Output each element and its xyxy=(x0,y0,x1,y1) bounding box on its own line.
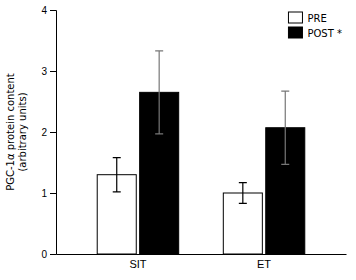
error-bar xyxy=(113,158,121,192)
legend-label: PRE xyxy=(307,13,326,24)
y-tick: 3 xyxy=(41,66,56,77)
y-tick-mark xyxy=(50,193,56,194)
y-axis-title-line: (arbitrary units) xyxy=(17,92,28,171)
y-tick-label: 3 xyxy=(41,66,47,77)
legend-label: POST * xyxy=(307,28,342,39)
y-tick-label: 1 xyxy=(41,188,47,199)
y-axis-title-line: PGC-1α protein content xyxy=(5,73,16,191)
y-tick-mark xyxy=(50,132,56,133)
series xyxy=(140,51,305,254)
error-bar xyxy=(155,51,163,134)
y-tick-mark xyxy=(50,71,56,72)
marks xyxy=(97,51,305,254)
legend-swatch xyxy=(288,12,302,23)
y-tick-mark xyxy=(50,10,56,11)
error-bar xyxy=(281,91,289,164)
legend-item: POST * xyxy=(288,27,342,39)
y-tick-mark xyxy=(50,254,56,255)
y-tick: 0 xyxy=(41,249,56,260)
y-axis-line xyxy=(50,11,57,255)
y-tick: 1 xyxy=(41,188,56,199)
x-tick: SIT xyxy=(129,254,146,270)
series xyxy=(97,158,262,254)
x-axis: SIT ET xyxy=(57,254,347,270)
x-tick: ET xyxy=(257,254,271,270)
y-axis-title: PGC-1α protein content(arbitrary units) xyxy=(5,73,28,191)
y-tick-label: 2 xyxy=(41,127,47,138)
y-tick: 2 xyxy=(41,127,56,138)
x-axis-line xyxy=(57,254,347,255)
legend: PRE POST * xyxy=(288,12,342,39)
y-tick-label: 4 xyxy=(41,5,47,16)
plot: 0 1 2 3 4 SIT ET PGC-1α protein content(arbitra… xyxy=(5,5,347,270)
error-bar xyxy=(239,183,247,204)
legend-item: PRE xyxy=(288,12,326,24)
y-tick: 4 xyxy=(41,5,56,16)
chart: 0 1 2 3 4 SIT ET PGC-1α protein content(arbitra… xyxy=(0,0,356,280)
y-tick-label: 0 xyxy=(41,249,47,260)
legend-swatch xyxy=(288,27,302,38)
x-tick-label: SIT xyxy=(129,258,146,270)
x-tick-label: ET xyxy=(257,258,271,270)
y-axis: 0 1 2 3 4 xyxy=(41,5,56,260)
